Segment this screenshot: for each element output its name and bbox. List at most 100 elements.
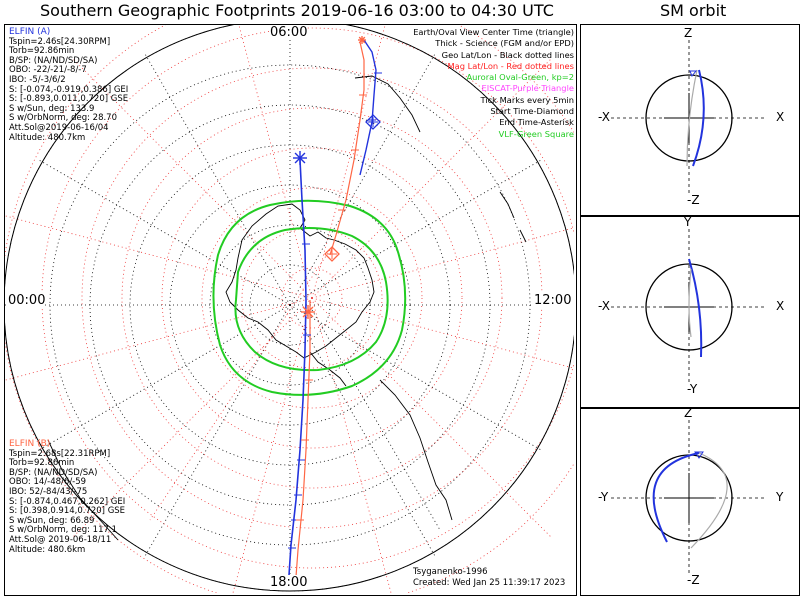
legend-item: Earth/Oval View Center Time (triangle) <box>413 27 574 37</box>
hour-label-left: 00:00 <box>8 293 46 308</box>
sm-axis-label-left: -X <box>598 110 610 124</box>
elfin-b-info-line: S w/Sun, deg: 66.89 <box>9 515 95 526</box>
geo-longitude-line <box>289 304 436 557</box>
sm-plot-xz <box>611 40 767 196</box>
elfin-a-orbit <box>652 452 700 543</box>
elfin-tracks <box>287 36 382 591</box>
hour-label-right: 12:00 <box>534 293 572 308</box>
mag-longitude-line <box>311 297 392 593</box>
mag-latitude-circle <box>161 147 463 449</box>
elfin-a-info-line: S: [-0.893,0.011,0.720] GSE <box>9 94 129 105</box>
auroral-ovals <box>212 199 407 396</box>
elfin-a-orbit <box>692 69 705 167</box>
elfin-b-start-diamond <box>324 246 340 262</box>
hour-label-top: 06:00 <box>270 25 308 40</box>
elfin-b-info-line: S: [0.398,0.914,0.720] GSE <box>9 506 126 517</box>
mag-longitude-line <box>311 25 386 299</box>
mag-latitude-circle <box>201 187 423 409</box>
view-center-triangle <box>689 70 698 77</box>
elfin-a-orbit <box>688 258 703 358</box>
mag-latitude-circle <box>121 107 503 489</box>
legend-item: Thick - Science (FGM and/or EPD) <box>435 38 574 49</box>
view-center-triangle <box>694 451 704 459</box>
elfin-a-end-asterisk <box>293 151 307 165</box>
elfin-a-info-line: B/SP: (NA/ND/SD/SA) <box>9 55 98 66</box>
mag-latitude-circle <box>281 267 343 329</box>
mag-longitude-line <box>71 57 313 299</box>
elfin-a-info-line: Tspin=2.46s[24.30RPM] <box>9 36 111 47</box>
hour-label-bottom: 18:00 <box>270 575 308 590</box>
sm-plot-yz <box>611 420 767 576</box>
elfin-b-info: ELFIN (B) Tspin=2.68s[22.31RPM] Torb=92.8… <box>9 439 126 555</box>
elfin-a-info-line: Att.Sol@2019-06-16/04 <box>9 122 109 133</box>
sm-axis-label-top: Z <box>684 26 693 40</box>
legend-item: Mag Lat/Lon - Red dotted lines <box>447 60 574 71</box>
mag-longitude-line <box>311 227 574 299</box>
created-label: Created: Wed Jan 25 11:39:17 2023 <box>413 578 566 588</box>
mag-longitude-line <box>311 297 553 539</box>
elfin-b-orbit <box>686 69 698 167</box>
elfin-a-info-line: OBO: -22/-21/-8/-7 <box>9 65 87 76</box>
africa-coast <box>47 439 119 541</box>
elfin-b-info-line: B/SP: (NA/ND/SD/SA) <box>9 467 98 478</box>
auroral-oval-outer <box>212 199 407 396</box>
geo-longitude-line <box>289 53 436 306</box>
sm-axis-label-bottom: -Y <box>687 382 698 396</box>
elfin-b-info-line: S w/OrbNorm, deg: 117.1 <box>9 525 118 536</box>
sm-orbit-title: SM orbit <box>660 1 727 20</box>
map-horizon-circle <box>5 25 574 592</box>
australia-coast <box>354 75 421 133</box>
antarctic-peninsula <box>309 351 347 387</box>
elfin-a-info-line: IBO: -5/-3/6/2 <box>9 74 66 85</box>
elfin-a-info-line: S w/OrbNorm, deg: 28.70 <box>9 113 118 124</box>
sm-plot-xy <box>611 229 767 385</box>
sm-axis-label-bottom: -Z <box>687 193 700 207</box>
sm-axis-label-right: Y <box>776 490 784 504</box>
elfin-b-info-line: S: [-0.874,0.467,0.262] GEI <box>9 496 126 507</box>
legend-item: Geo Lat/Lon - Black dotted lines <box>441 49 574 60</box>
mag-latitude-circle <box>241 227 383 369</box>
elfin-b-info-line: IBO: 52/-84/43/-75 <box>9 486 88 497</box>
elfin-a-name: ELFIN (A) <box>9 27 51 37</box>
sm-axis-label-right: X <box>776 110 785 124</box>
earth-circle <box>645 263 733 351</box>
new-zealand <box>499 191 527 243</box>
geo-grid <box>5 25 574 593</box>
sm-axis-label-top: Z <box>684 406 693 420</box>
plot-title: Southern Geographic Footprints 2019-06-1… <box>40 1 554 20</box>
elfin-b-info-line: OBO: 14/-48/6/-59 <box>9 477 87 488</box>
legend-item: Tick Marks every 5min <box>480 94 574 105</box>
geo-longitude-line <box>289 159 542 306</box>
sm-axis-label-top: Y <box>684 215 692 229</box>
sm-axis-label-right: X <box>776 299 785 313</box>
sm-axis-label-bottom: -Z <box>687 573 700 587</box>
elfin-b-info-line: Altitude: 480.6km <box>9 544 86 555</box>
legend-item: VLF-Green Square <box>498 128 574 139</box>
legend-item: EISCAT-Purple Triangle <box>481 83 574 94</box>
elfin-b-name: ELFIN (B) <box>9 439 51 449</box>
geo-longitude-line <box>144 53 291 306</box>
elfin-a-track-upper <box>359 39 377 176</box>
credit-block: Tsyganenko-1996 Created: Wed Jan 25 11:3… <box>413 567 565 589</box>
elfin-b-orbit <box>688 268 692 338</box>
sm-axis-label-left: -X <box>598 299 610 313</box>
elfin-a-track-lower <box>287 159 307 591</box>
elfin-b-track-marker <box>358 36 366 44</box>
elfin-a-info-line: S w/Sun, deg: 133.9 <box>9 103 95 114</box>
legend-item: Start Time-Diamond <box>490 106 574 117</box>
mag-longitude-line <box>5 297 313 381</box>
elfin-a-info: ELFIN (A) Tspin=2.46s[24.30RPM] Torb=92.8… <box>9 27 129 143</box>
elfin-a-info-line: S: [-0.074,-0.919,0.386] GEI <box>9 84 129 95</box>
geo-longitude-line <box>38 159 291 306</box>
elfin-b-info-line: Torb=92.86min <box>9 458 75 469</box>
model-label: Tsyganenko-1996 <box>413 567 488 577</box>
elfin-a-start-diamond <box>365 114 381 130</box>
sm-axis-label-left: -Y <box>598 490 609 504</box>
elfin-b-track-lower <box>294 300 311 591</box>
elfin-b-orbit <box>690 452 728 549</box>
mag-longitude-line <box>311 57 553 299</box>
elfin-b-info-line: Att.Sol@ 2019-06-18/11 <box>9 534 112 545</box>
legend: Earth/Oval View Center Time (triangle) Th… <box>413 27 574 140</box>
